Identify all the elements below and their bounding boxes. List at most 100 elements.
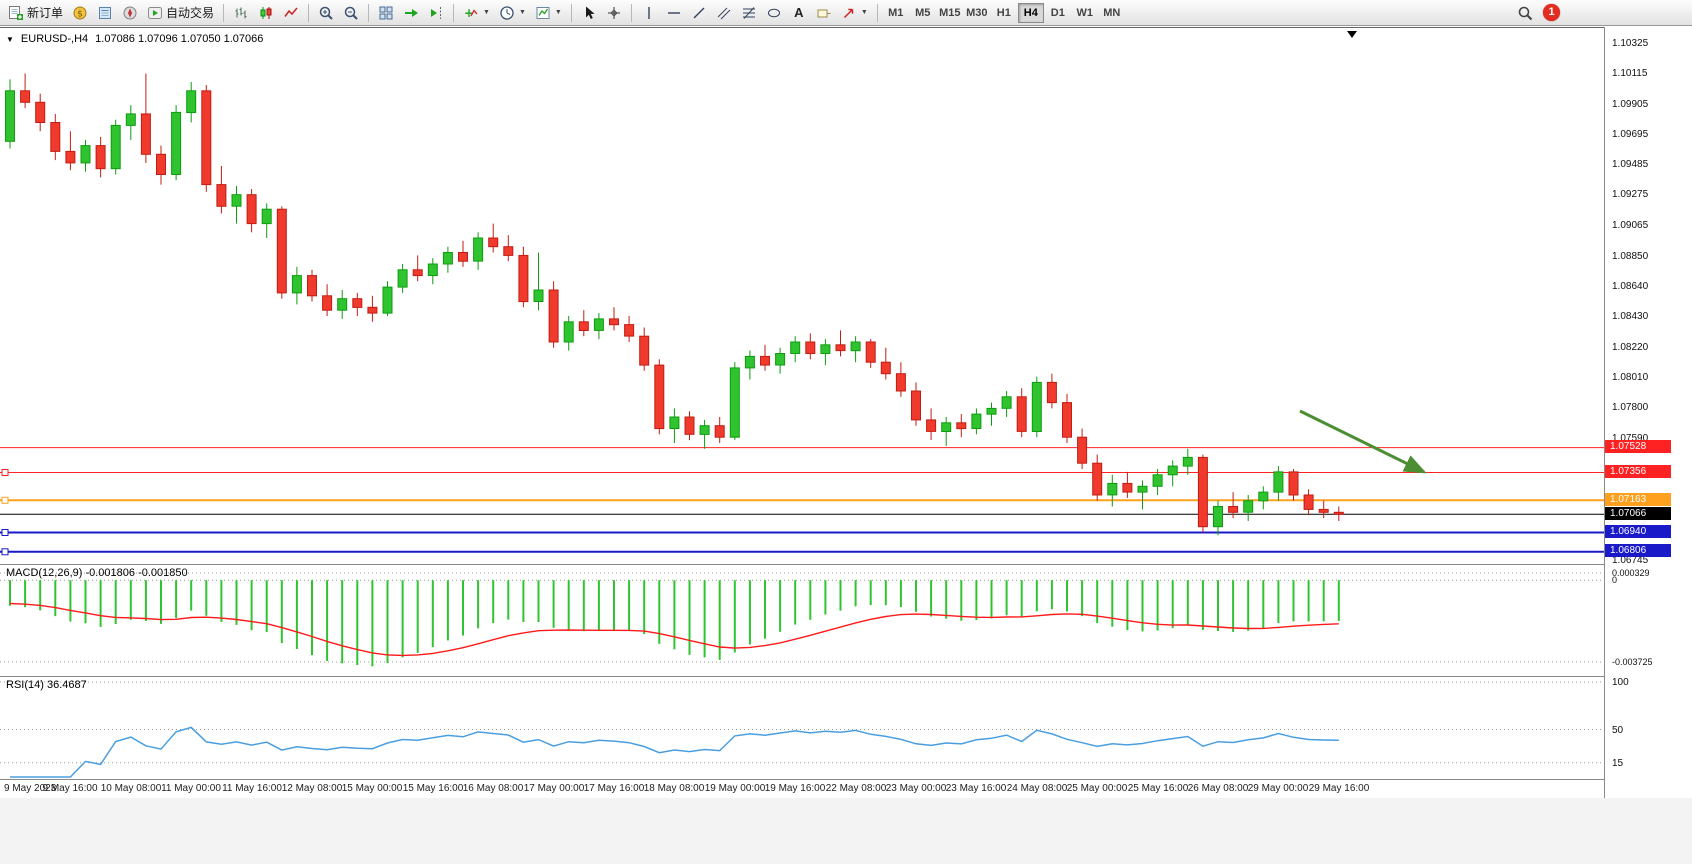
hline-price-label: 1.07528 [1605,440,1671,453]
time-axis-label: 23 May 00:00 [885,783,947,794]
toolbar-separator [630,3,632,22]
horizontal-line-icon [666,5,682,21]
dropdown-caret-icon: ▼ [554,9,562,16]
toolbar-separator [453,3,455,22]
workspace-background [0,798,1692,864]
zoom-out-button[interactable] [339,2,363,24]
text-label-tool-button[interactable] [812,2,836,24]
toolbar: 新订单 $ 自动交易 + ▼ ▼ ▼ A [0,0,1692,26]
time-axis-label: 22 May 08:00 [825,783,887,794]
rsi-chart[interactable] [0,677,1604,779]
text-tool-button[interactable]: A [787,2,811,24]
rsi-axis-label: 50 [1612,725,1624,736]
price-tick-label: 1.10325 [1612,38,1649,49]
search-icon [1517,5,1534,22]
bar-chart-button[interactable] [229,2,253,24]
one-click-arrow-icon[interactable]: ▼ [6,34,14,44]
timeframe-m30-button[interactable]: M30 [966,6,988,19]
toolbar-separator [308,3,310,22]
time-axis-label: 23 May 16:00 [945,783,1007,794]
time-axis-label: 9 May 2023 [4,783,57,794]
timeframe-mn-button[interactable]: MN [1103,6,1121,19]
zoom-in-button[interactable] [314,2,338,24]
auto-scroll-button[interactable] [399,2,423,24]
bar-chart-icon [233,5,249,21]
price-axis[interactable]: 1.10325 1.10115 1.09905 1.09695 1.09485 1.092… [1605,0,1692,800]
notification-badge[interactable]: 1 [1543,4,1560,21]
timeframe-d1-button[interactable]: D1 [1050,6,1065,19]
market-watch-button[interactable]: $ [68,2,92,24]
time-axis-label: 29 May 00:00 [1247,783,1309,794]
chart-shift-marker [1347,31,1357,38]
time-axis-label: 12 May 08:00 [281,783,343,794]
chart-shift-icon [428,5,444,21]
timeframe-m15-button[interactable]: M15 [939,6,961,19]
macd-axis-label: 0.000329 [1612,568,1650,578]
cursor-tool-button[interactable] [577,2,601,24]
data-window-button[interactable] [93,2,117,24]
tile-windows-button[interactable] [374,2,398,24]
trendline-tool-button[interactable] [687,2,711,24]
dropdown-caret-icon: ▼ [483,9,490,16]
time-axis-label: 18 May 08:00 [643,783,705,794]
templates-icon [535,5,551,21]
time-axis-label: 26 May 08:00 [1187,783,1249,794]
arrows-tool-button[interactable]: ▼ [837,2,872,24]
timeframe-m5-button[interactable]: M5 [915,6,931,19]
candlestick-chart[interactable] [0,28,1604,564]
vertical-line-tool-button[interactable] [637,2,661,24]
time-axis-label: 17 May 00:00 [523,783,585,794]
templates-button[interactable]: ▼ [531,2,566,24]
timeframe-h1-button[interactable]: H1 [996,6,1011,19]
time-axis-label: 16 May 08:00 [462,783,524,794]
new-order-button[interactable]: 新订单 [4,2,67,24]
search-button[interactable] [1513,2,1538,24]
price-tick-label: 1.09905 [1612,99,1649,110]
time-axis-label: 19 May 16:00 [764,783,826,794]
toolbar-separator [876,3,878,22]
line-chart-button[interactable] [279,2,303,24]
price-tick-label: 1.08430 [1612,311,1649,322]
shapes-tool-button[interactable] [762,2,786,24]
price-tick-label: 1.09275 [1612,189,1649,200]
new-order-icon [8,5,24,21]
toolbar-separator [223,3,225,22]
time-axis-label: 9 May 16:00 [42,783,98,794]
price-tick-label: 1.06745 [1612,555,1649,566]
periods-button[interactable]: ▼ [495,2,530,24]
svg-text:+: + [464,6,474,20]
hline-price-label: 1.06940 [1605,525,1671,538]
svg-text:$: $ [77,9,83,19]
periods-clock-icon [499,5,515,21]
data-window-icon [97,5,113,21]
price-tick-label: 1.10115 [1612,68,1648,79]
crosshair-tool-button[interactable] [602,2,626,24]
toolbar-separator [570,3,572,22]
trend-arrow-annotation [1299,409,1427,474]
price-tick-label: 1.08850 [1612,251,1649,262]
chart-shift-button[interactable] [424,2,448,24]
chart-symbol-title: ▼ EURUSD-,H4 1.07086 1.07096 1.07050 1.0… [6,33,263,45]
fibonacci-tool-button[interactable] [737,2,761,24]
line-chart-icon [283,5,299,21]
timeframe-h4-button[interactable]: H4 [1017,2,1044,23]
timeframe-m1-button[interactable]: M1 [888,6,904,19]
channel-tool-button[interactable] [712,2,736,24]
navigator-button[interactable] [118,2,142,24]
crosshair-icon [606,5,622,21]
horizontal-line-tool-button[interactable] [662,2,686,24]
timeframe-w1-button[interactable]: W1 [1076,6,1094,19]
zoom-out-icon [343,5,359,21]
autotrading-button[interactable]: 自动交易 [143,2,218,24]
toolbar-separator [368,3,370,22]
zoom-in-icon [318,5,334,21]
autotrading-label: 自动交易 [166,6,215,20]
macd-chart[interactable] [0,565,1604,676]
cursor-icon [581,5,597,21]
time-axis-label: 11 May 16:00 [222,783,282,794]
candlestick-chart-button[interactable] [254,2,278,24]
time-axis-label: 11 May 00:00 [161,783,221,794]
time-axis[interactable]: 9 May 2023 9 May 16:00 10 May 08:00 11 May … [0,780,1604,798]
indicators-button[interactable]: + ▼ [459,2,494,24]
